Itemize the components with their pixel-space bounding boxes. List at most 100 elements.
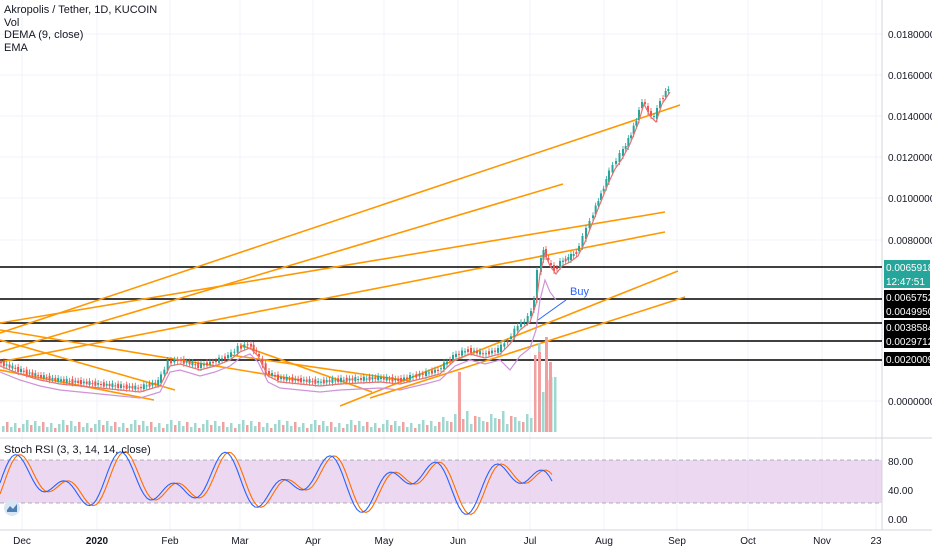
volume-bar [158,423,161,432]
candle-body [354,377,357,382]
candle-body [209,361,211,365]
candle-body [388,378,391,380]
candle-body [597,201,600,206]
candle-body [458,353,460,355]
candle-body [572,254,575,256]
tradingview-logo-icon[interactable] [4,500,20,516]
candle-body [491,350,493,354]
time-tick-label: Oct [740,536,756,547]
candle-body [397,378,400,381]
candle-body [360,378,362,380]
candle-body [60,379,62,381]
candle-body [25,369,28,375]
symbol-title[interactable]: Akropolis / Tether, 1D, KUCOIN [4,4,158,16]
candle-body [513,328,516,338]
time-axis: Dec 2020 Feb Mar Apr May Jun Jul Aug Sep Oct Nov 23 [13,536,882,547]
volume-bar [434,426,437,432]
volume-bar [438,422,441,432]
candle-body [114,385,117,387]
volume-bar [358,421,361,432]
volume-bar [462,419,465,432]
candle-body [317,381,320,383]
candle-body [494,350,496,352]
candle-body [409,375,411,380]
volume-bar [322,421,325,432]
chart-legend: Akropolis / Tether, 1D, KUCOIN Vol DEMA … [4,4,157,54]
volume-bar [34,421,37,432]
volume-bar [314,420,317,432]
volume-bar [398,426,401,432]
candle-body [227,355,229,359]
ema-legend[interactable]: EMA [4,41,28,54]
volume-bar [170,420,173,432]
candles [0,86,670,393]
candle-body [516,326,519,331]
candle-body [240,346,242,349]
candle-body [246,344,249,346]
volume-bar [94,424,97,432]
candle-body [5,364,8,366]
trend-line [0,231,666,363]
candle-body [277,374,279,380]
volume-bar [146,426,149,432]
candle-body [342,379,345,381]
volume-bar [418,424,421,432]
volume-bar [510,416,513,432]
volume-bar [330,422,333,432]
volume-bar [334,427,337,432]
price-tick-label: 0.0000000 [888,397,932,408]
candle-body [128,386,131,388]
candle-body [556,268,558,269]
candle-body [328,380,331,382]
candle-body [488,351,490,355]
candle-body [80,380,82,385]
price-tick-label: 0.0160000 [888,71,932,82]
volume-bar [230,423,233,432]
candle-body [65,378,68,383]
candle-body [545,249,547,257]
candle-body [194,364,197,366]
candle-body [137,387,140,389]
candle-body [345,377,348,382]
buy-annotation: Buy [570,286,589,298]
price-tick-label: 0.0100000 [888,194,932,205]
volume-bar [10,427,13,432]
candle-body [197,363,200,368]
volume-bar [102,425,105,432]
volume-bar [210,425,213,432]
candle-body [268,371,270,375]
candle-body [585,228,587,239]
trend-line [0,183,564,353]
volume-bar [410,423,413,432]
volume-bars [2,337,557,432]
volume-bar [106,421,109,432]
volume-bar [154,427,157,432]
time-tick-label: 23 [870,536,882,547]
volume-legend[interactable]: Vol [4,16,20,29]
candle-body [357,379,360,380]
candle-body [325,380,328,383]
candle-body [536,270,538,300]
price-label-box [884,260,930,274]
trend-line [0,211,666,324]
candle-body [452,355,454,360]
candle-body [348,378,351,381]
volume-bar [2,426,5,432]
candle-body [473,350,475,352]
price-tick-label: 0.0140000 [888,112,932,123]
volume-bar [502,411,505,432]
candle-body [570,254,572,260]
candle-body [647,106,649,112]
candle-body [602,188,605,192]
volume-spike [458,372,461,432]
candle-body [100,384,102,385]
candle-body [280,377,282,379]
candle-body [588,221,591,228]
stoch-rsi-legend[interactable]: Stoch RSI (3, 3, 14, 14, close) [4,444,151,456]
volume-bar [266,423,269,432]
dema-legend[interactable]: DEMA (9, close) [4,29,84,41]
price-label-box [884,352,930,366]
candle-body [567,257,570,261]
